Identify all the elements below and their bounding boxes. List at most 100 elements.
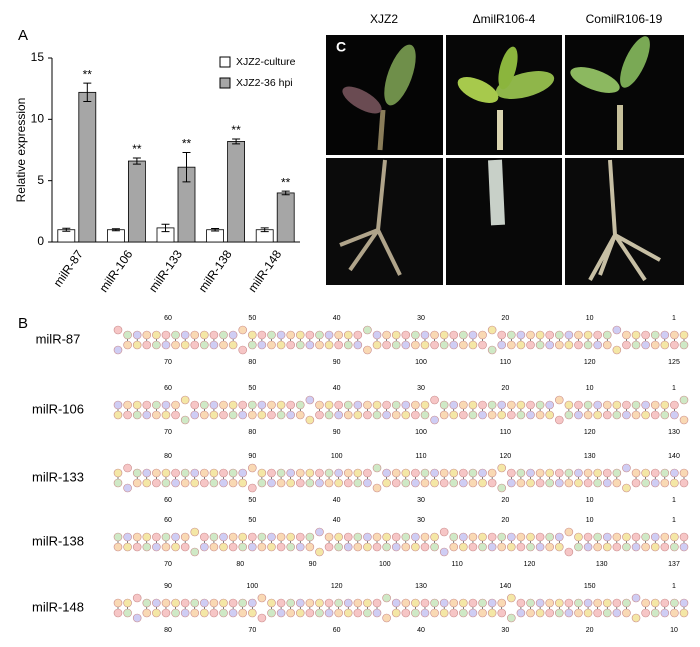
position-label: 20 <box>501 385 509 392</box>
nucleotide <box>641 532 650 542</box>
nucleotide <box>219 468 228 478</box>
nucleotide <box>180 340 190 350</box>
nucleotide <box>449 598 459 608</box>
nucleotide <box>574 468 583 478</box>
nucleotide <box>507 542 516 552</box>
nucleotide <box>152 532 161 542</box>
position-label: 80 <box>236 561 244 568</box>
nucleotide <box>439 547 449 557</box>
nucleotide <box>459 608 468 618</box>
nucleotide <box>545 468 554 478</box>
nucleotide <box>401 330 411 340</box>
nucleotide <box>622 598 631 608</box>
nucleotide <box>411 468 420 478</box>
nucleotide <box>295 608 305 618</box>
nucleotide <box>228 340 238 350</box>
nucleotide <box>334 468 343 478</box>
nucleotide <box>123 608 132 618</box>
nucleotide <box>315 547 324 557</box>
position-label: 110 <box>500 429 511 436</box>
nucleotide <box>190 608 200 618</box>
nucleotide <box>190 340 200 350</box>
nucleotide <box>679 340 689 350</box>
nucleotide <box>324 330 334 340</box>
nucleotide <box>200 468 209 478</box>
nucleotide <box>161 608 171 618</box>
nucleotide <box>641 400 650 410</box>
position-label: 100 <box>415 429 427 436</box>
nucleotide <box>564 330 574 340</box>
nucleotide <box>641 478 650 488</box>
nucleotide <box>142 542 152 552</box>
nucleotide <box>574 330 583 340</box>
nucleotide <box>526 598 535 608</box>
nucleotide <box>564 608 574 618</box>
nucleotide <box>411 410 420 420</box>
nucleotide <box>574 598 583 608</box>
nucleotide <box>420 340 430 350</box>
nucleotide <box>248 330 257 340</box>
nucleotide <box>305 532 315 542</box>
y-tick-label: 0 <box>37 234 44 248</box>
nucleotide <box>200 478 209 488</box>
nucleotide <box>209 532 219 542</box>
nucleotide <box>545 340 554 350</box>
nucleotide <box>641 542 650 552</box>
legend-label: XJZ2-36 hpi <box>236 77 293 89</box>
nucleotide <box>411 340 420 350</box>
nucleotide <box>612 410 622 420</box>
position-label: 40 <box>333 385 341 392</box>
nucleotide <box>190 330 200 340</box>
nucleotide <box>123 463 132 473</box>
nucleotide <box>142 410 152 420</box>
nucleotide <box>622 532 631 542</box>
nucleotide <box>382 593 391 603</box>
nucleotide <box>132 468 142 478</box>
nucleotide <box>200 330 209 340</box>
nucleotide <box>564 400 574 410</box>
position-label: 130 <box>584 453 596 460</box>
nucleotide <box>180 478 190 488</box>
nucleotide <box>305 598 315 608</box>
nucleotide <box>363 468 372 478</box>
nucleotide <box>411 608 420 618</box>
nucleotide <box>200 400 209 410</box>
nucleotide <box>315 527 324 537</box>
nucleotide <box>372 608 382 618</box>
bar <box>227 141 246 243</box>
position-label: 100 <box>246 583 258 590</box>
position-label: 30 <box>417 385 425 392</box>
nucleotide <box>612 478 622 488</box>
nucleotide <box>631 400 641 410</box>
nucleotide <box>545 598 554 608</box>
nucleotide <box>449 478 459 488</box>
nucleotide <box>257 400 267 410</box>
nucleotide <box>497 483 507 493</box>
nucleotide <box>219 330 228 340</box>
nucleotide <box>420 468 430 478</box>
nucleotide <box>113 468 123 478</box>
nucleotide <box>670 542 679 552</box>
nucleotide <box>487 598 497 608</box>
nucleotide <box>257 613 267 623</box>
nucleotide <box>631 613 641 623</box>
nucleotide <box>439 340 449 350</box>
nucleotide <box>343 532 353 542</box>
nucleotide <box>449 340 459 350</box>
nucleotide <box>459 400 468 410</box>
nucleotide <box>439 410 449 420</box>
position-label: 80 <box>248 359 256 366</box>
position-label: 70 <box>164 561 172 568</box>
position-label: 90 <box>248 453 256 460</box>
nucleotide <box>602 542 612 552</box>
nucleotide <box>612 325 622 335</box>
nucleotide <box>219 608 228 618</box>
nucleotide <box>315 598 324 608</box>
nucleotide <box>526 340 535 350</box>
nucleotide <box>171 410 180 420</box>
nucleotide <box>507 613 516 623</box>
nucleotide <box>171 608 180 618</box>
nucleotide <box>497 410 507 420</box>
nucleotide <box>516 542 526 552</box>
nucleotide <box>391 598 401 608</box>
